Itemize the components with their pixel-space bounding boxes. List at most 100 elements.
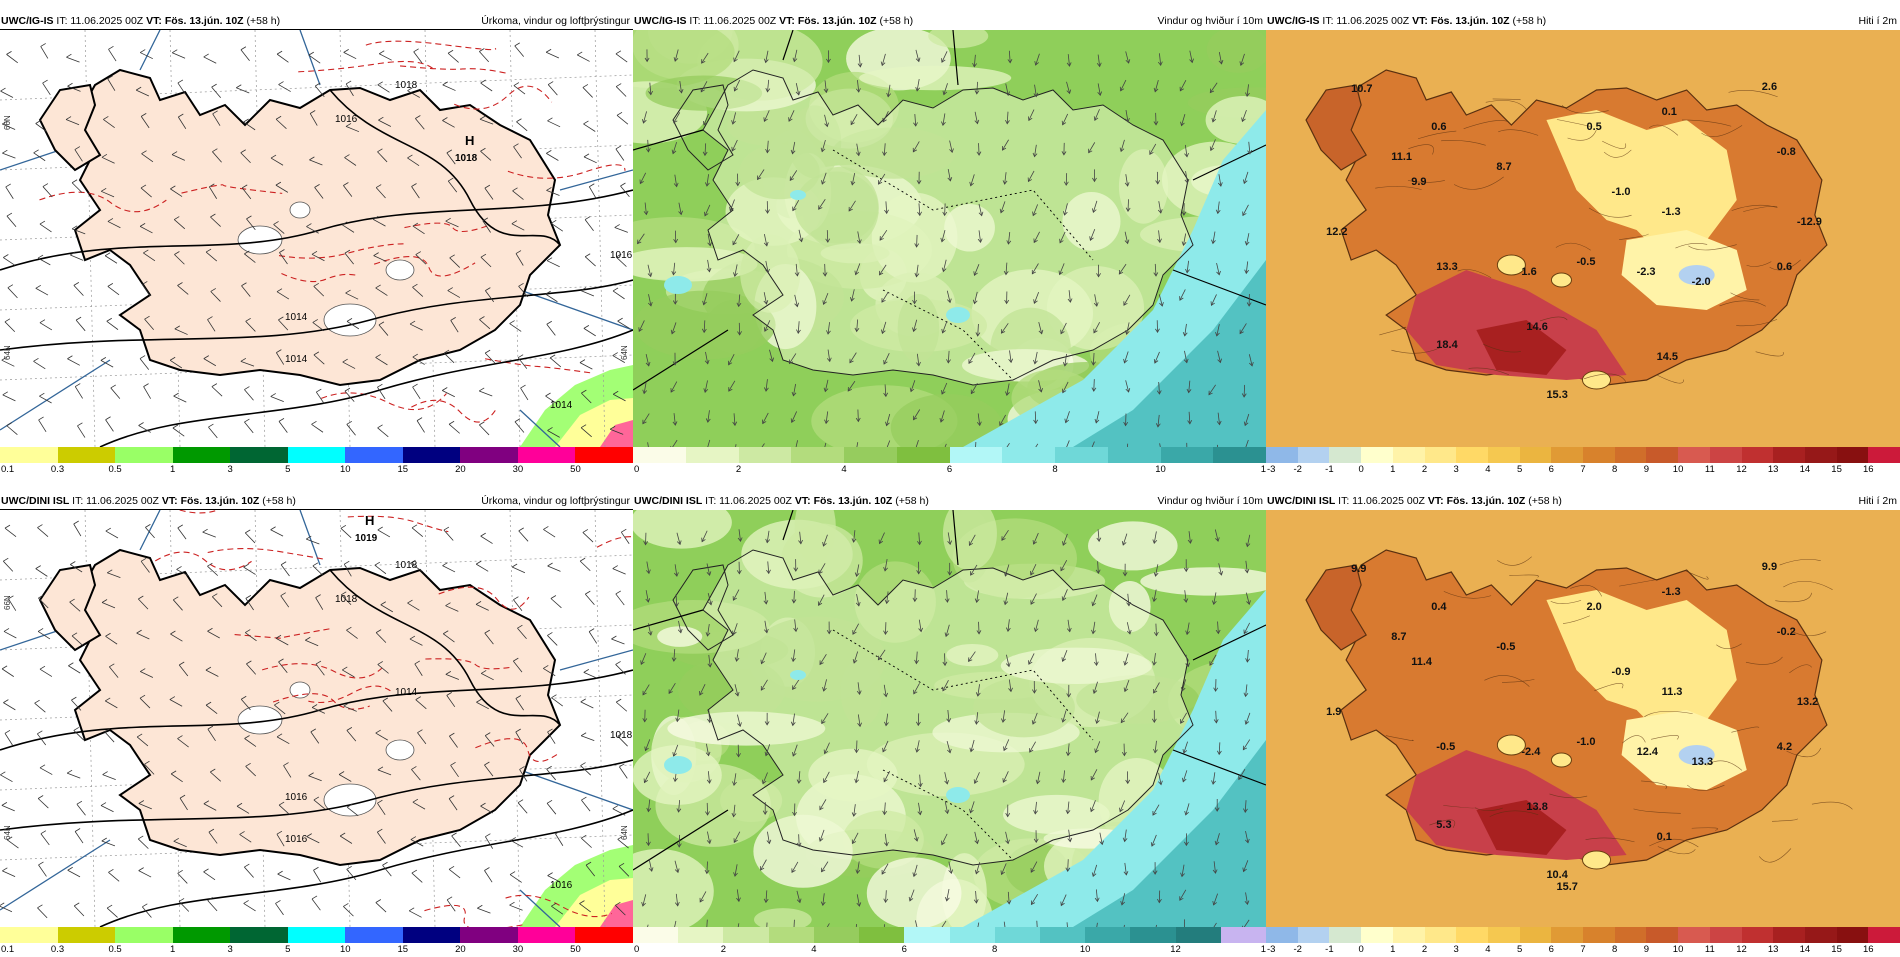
- temperature-label: 11.3: [1662, 686, 1683, 698]
- temperature-label: 13.2: [1797, 696, 1818, 708]
- isobar-label: 1018: [395, 560, 418, 571]
- colorbar-swatch: [844, 447, 897, 463]
- colorbar-swatch: [0, 447, 58, 463]
- valid-time-label: VT:: [779, 15, 795, 27]
- init-time: IT: 11.06.2025 00Z: [705, 495, 792, 507]
- glacier: [290, 682, 310, 698]
- colorbar-swatch: [1040, 927, 1085, 943]
- colorbar-swatch: [58, 927, 116, 943]
- temperature-label: -0.5: [1436, 741, 1455, 753]
- colorbar-swatch: [575, 447, 633, 463]
- wind-arrow: [1035, 411, 1036, 423]
- lake: [664, 756, 692, 774]
- colorbar-swatch: [1085, 927, 1130, 943]
- temperature-label: 13.3: [1692, 756, 1713, 768]
- map-wind: [633, 30, 1266, 447]
- temperature-label: 8.7: [1496, 161, 1511, 173]
- small-glacier: [1551, 273, 1571, 287]
- colorbar-tick-label: -3: [1267, 464, 1275, 475]
- colorbar-swatch: [230, 447, 288, 463]
- colorbar-swatch: [288, 447, 346, 463]
- isobar-label: 1016: [335, 114, 358, 125]
- panel-title: Úrkoma, vindur og loftþrýstingur: [481, 12, 630, 30]
- temperature-label: -1.3: [1662, 206, 1681, 218]
- colorbar-swatch: [1456, 927, 1488, 943]
- colorbar-swatch: [575, 927, 633, 943]
- colorbar-swatch: [1298, 927, 1330, 943]
- colorbar-swatch: [1742, 447, 1774, 463]
- colorbar-swatch: [345, 447, 403, 463]
- latitude-label: 66N: [3, 115, 12, 130]
- temperature-label: 0.4: [1431, 601, 1447, 613]
- colorbar-tick-label: -1: [1325, 464, 1333, 475]
- wind-arrow: [917, 235, 918, 247]
- colorbar-swatch: [1773, 927, 1805, 943]
- colorbar-swatch: [1646, 447, 1678, 463]
- isobar-label: 1018: [395, 80, 418, 91]
- colorbar-tick-label: 1: [170, 464, 175, 475]
- colorbar-tick-label: 0: [634, 464, 639, 475]
- colorbar-swatch: [1646, 927, 1678, 943]
- colorbar-swatch: [1837, 927, 1869, 943]
- colorbar-swatch: [1615, 927, 1647, 943]
- panel-dini-precip: UWC/DINI ISL IT: 11.06.2025 00Z VT: Fös.…: [0, 492, 633, 957]
- model-name: UWC/DINI ISL: [1266, 495, 1335, 507]
- colorbar-tick-label: 6: [947, 464, 952, 475]
- temperature-label: 1.9: [1326, 706, 1341, 718]
- high-pressure-value: 1018: [455, 153, 478, 164]
- wind-arrow: [648, 833, 649, 845]
- temperature-label: -0.5: [1496, 641, 1515, 653]
- colorbar-tick-label: 8: [1052, 464, 1057, 475]
- colorbar-swatch: [1678, 927, 1710, 943]
- colorbar: [1266, 447, 1900, 463]
- temperature-label: -0.8: [1777, 146, 1796, 158]
- wind-arrow: [979, 143, 980, 155]
- lake: [946, 787, 970, 803]
- colorbar-tick-label: 3: [1454, 464, 1459, 475]
- colorbar-tick-label: 8: [1612, 464, 1617, 475]
- colorbar-swatch: [1868, 447, 1900, 463]
- colorbar-tick-label: 1: [1390, 464, 1395, 475]
- wind-arrow: [827, 230, 828, 242]
- colorbar-tick-label: 12: [1736, 464, 1747, 475]
- panel-header: UWC/IG-IS IT: 11.06.2025 00Z VT: Fös. 13…: [0, 12, 633, 30]
- colorbar-swatch: [1361, 447, 1393, 463]
- colorbar-swatch: [1393, 447, 1425, 463]
- panel-header: UWC/IG-IS IT: 11.06.2025 00Z VT: Fös. 13…: [1266, 12, 1900, 30]
- temperature-label: 2.6: [1762, 81, 1777, 93]
- panel-title: Vindur og hviður í 10m: [1158, 12, 1263, 30]
- isobar-label: 1016: [610, 250, 633, 261]
- colorbar-tick-label: 10: [1673, 464, 1684, 475]
- colorbar-swatch: [1805, 927, 1837, 943]
- colorbar-tick-label: 0.5: [108, 464, 121, 475]
- valid-time: Fös. 13.jún. 10Z: [814, 495, 893, 507]
- colorbar-tick-label: 5: [285, 464, 290, 475]
- panel-header: UWC/DINI ISL IT: 11.06.2025 00Z VT: Fös.…: [0, 492, 633, 510]
- colorbar-swatch: [460, 447, 518, 463]
- colorbar-swatch: [403, 447, 461, 463]
- colorbar-swatch: [678, 927, 723, 943]
- colorbar-swatch: [1361, 927, 1393, 943]
- colorbar-ticks: 0246810121416: [633, 943, 1266, 957]
- panel-header: UWC/IG-IS IT: 11.06.2025 00Z VT: Fös. 13…: [633, 12, 1266, 30]
- temperature-label: -2.0: [1692, 276, 1711, 288]
- colorbar-swatch: [1678, 447, 1710, 463]
- temperature-label: 15.3: [1546, 389, 1567, 401]
- wind-arrow: [1244, 385, 1245, 397]
- colorbar-swatch: [686, 447, 739, 463]
- colorbar-swatch: [1520, 447, 1552, 463]
- small-glacier: [1582, 371, 1610, 389]
- map-canvas: 10.70.611.19.912.28.70.50.12.6-0.8-1.0-1…: [1266, 30, 1900, 447]
- colorbar-swatch: [1213, 447, 1266, 463]
- valid-time-label: VT:: [795, 495, 811, 507]
- colorbar-tick-label: 11: [1705, 464, 1715, 475]
- wind-arrow: [979, 622, 980, 634]
- colorbar-tick-label: 2: [736, 464, 741, 475]
- colorbar-swatch: [950, 447, 1003, 463]
- temperature-label: 0.1: [1657, 831, 1672, 843]
- valid-time: Fös. 13.jún. 10Z: [181, 495, 260, 507]
- wind-arrow: [945, 203, 946, 215]
- panel-igis-precip: UWC/IG-IS IT: 11.06.2025 00Z VT: Fös. 13…: [0, 12, 633, 477]
